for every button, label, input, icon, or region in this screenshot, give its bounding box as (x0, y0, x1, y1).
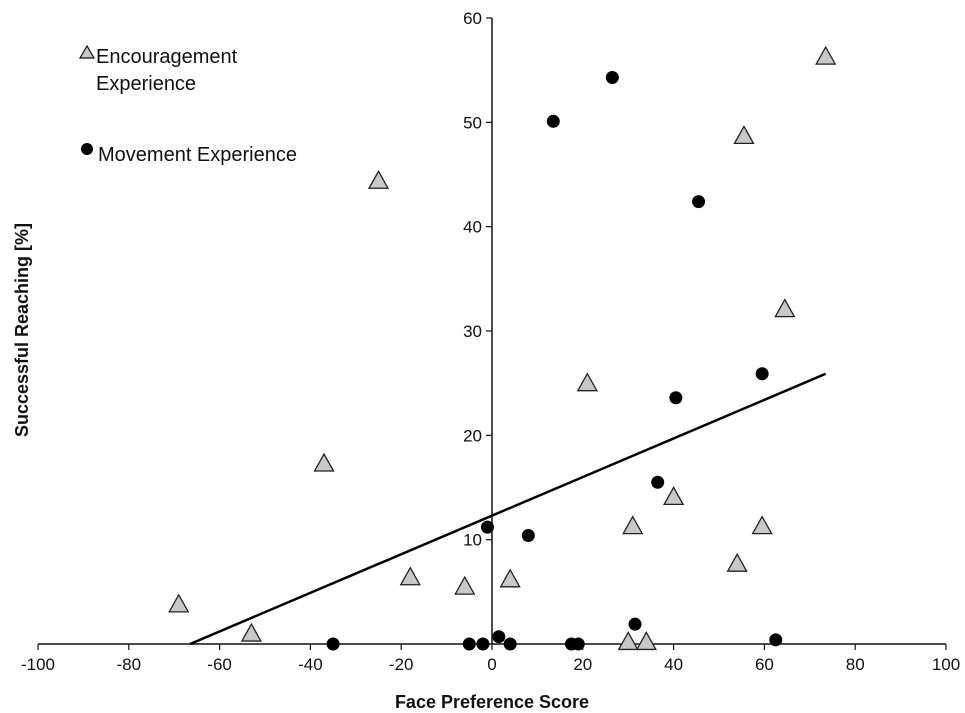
legend-item-encouragement: Encouragement Experience (78, 44, 238, 95)
encouragement-point (367, 169, 390, 189)
encouragement-point (662, 486, 685, 506)
x-tick-label: 100 (932, 655, 960, 674)
triangle-marker-icon (78, 44, 96, 59)
encouragement-point (454, 575, 476, 595)
y-tick-label: 40 (463, 218, 482, 237)
x-tick-label: 0 (487, 655, 496, 674)
movement-point (692, 195, 706, 209)
y-tick-label: 10 (463, 531, 482, 550)
movement-point (605, 70, 619, 84)
encouragement-point (726, 552, 748, 572)
movement-point (480, 520, 494, 534)
x-tick-label: 80 (846, 655, 865, 674)
movement-point (669, 391, 683, 405)
y-tick-label: 60 (463, 9, 482, 28)
trendline-group (189, 372, 827, 646)
x-tick-label: 60 (755, 655, 774, 674)
encouragement-point (576, 372, 598, 392)
movement-point (651, 475, 665, 489)
data-points (168, 45, 837, 651)
movement-point (492, 630, 506, 644)
movement-point (476, 637, 490, 651)
x-tick-label: -20 (389, 655, 414, 674)
encouragement-point (751, 515, 773, 535)
movement-point (462, 637, 476, 651)
legend-label-movement: Movement Experience (98, 144, 297, 166)
encouragement-point (733, 125, 755, 145)
x-tick-label: -100 (21, 655, 55, 674)
movement-point (571, 637, 585, 651)
x-tick-label: 40 (664, 655, 683, 674)
movement-point (521, 528, 535, 542)
axes: -100 -80 -60 -40 -20 0 20 40 60 80 100 10 20 30 40 50 60 (21, 9, 960, 674)
movement-point (503, 637, 517, 651)
movement-point (755, 367, 769, 381)
encouragement-point (168, 593, 190, 613)
legend-item-movement: Movement Experience (81, 143, 297, 166)
x-tick-label: -80 (117, 655, 142, 674)
encouragement-point (622, 515, 644, 535)
x-tick-label: 20 (573, 655, 592, 674)
movement-point (628, 617, 642, 631)
legend-label-encouragement-line2: Experience (96, 73, 196, 95)
encouragement-point (774, 298, 796, 318)
movement-point (769, 633, 783, 647)
y-axis-title: Successful Reaching [%] (12, 223, 32, 437)
encouragement-point (499, 568, 521, 588)
y-tick-label: 50 (463, 113, 482, 132)
encouragement-point (240, 622, 262, 642)
x-tick-label: -60 (207, 655, 232, 674)
encouragement-point (815, 45, 837, 65)
x-axis-title: Face Preference Score (395, 692, 589, 712)
encouragement-point (635, 631, 657, 651)
encouragement-point (313, 452, 335, 472)
y-tick-label: 30 (463, 322, 482, 341)
encouragement-point (399, 566, 421, 586)
x-tick-label: -40 (298, 655, 323, 674)
encouragement-point (617, 631, 639, 651)
y-tick-label: 20 (463, 426, 482, 445)
legend: Encouragement Experience Movement Experi… (78, 44, 297, 166)
movement-point (326, 637, 340, 651)
movement-point (546, 114, 560, 128)
legend-label-encouragement-line1: Encouragement (96, 46, 238, 68)
trendline (189, 372, 827, 646)
circle-marker-icon (81, 143, 93, 155)
